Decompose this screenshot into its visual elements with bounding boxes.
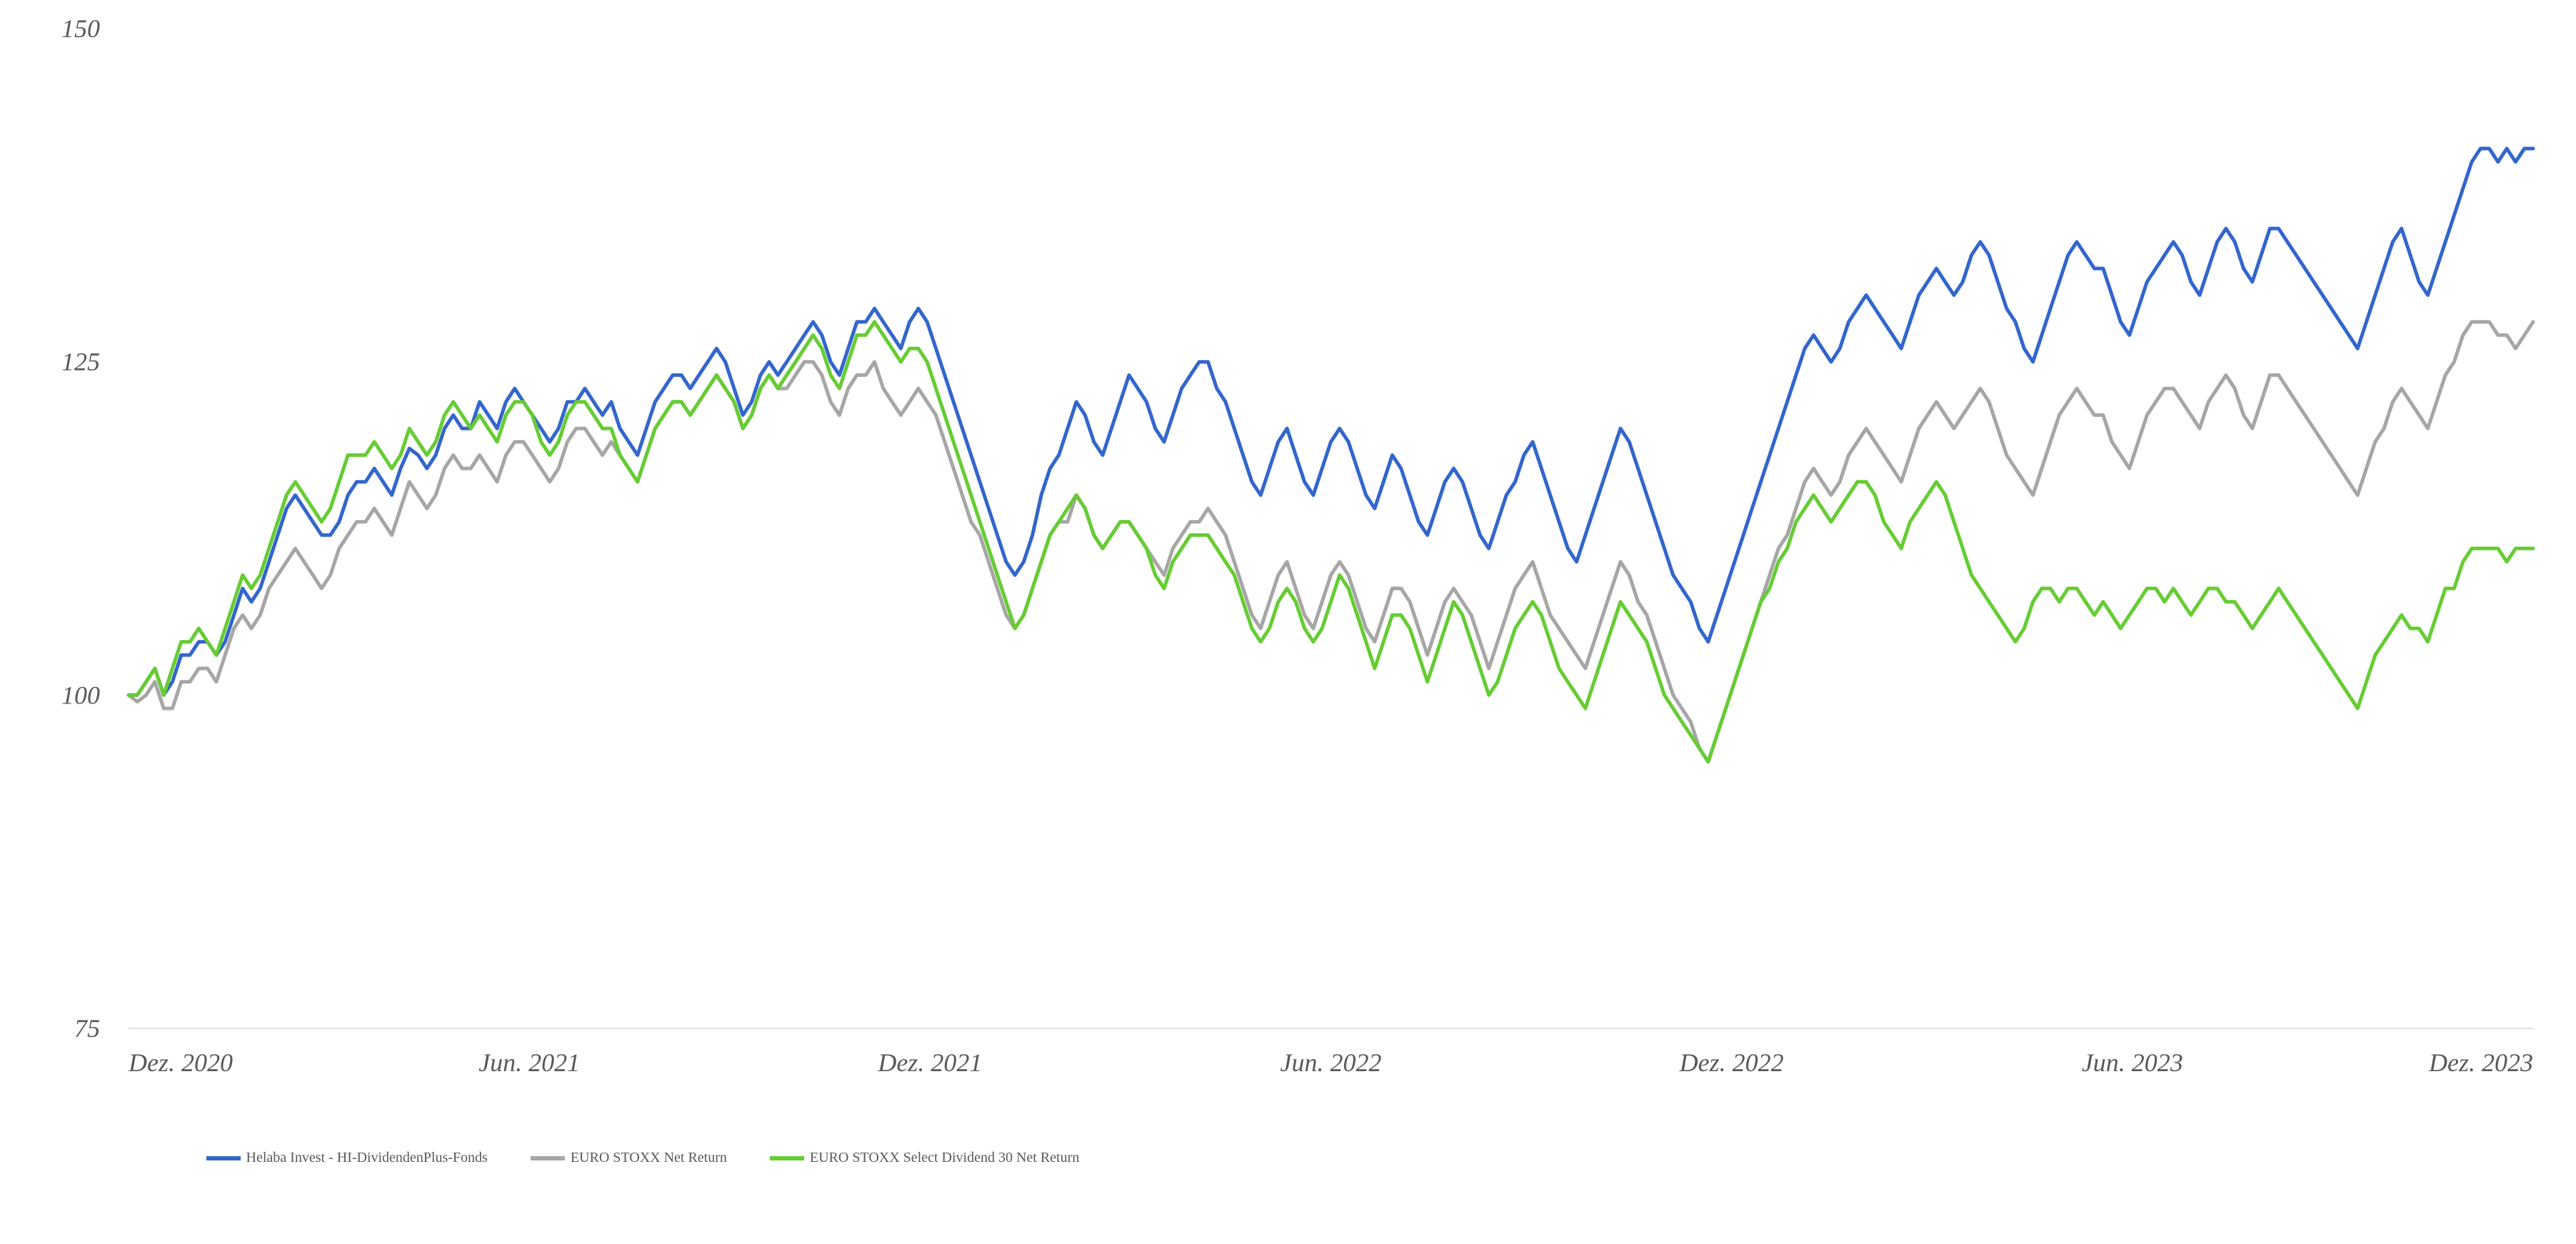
svg-text:75: 75 <box>74 1014 100 1043</box>
svg-text:Dez. 2023: Dez. 2023 <box>2428 1048 2533 1077</box>
chart-legend: Helaba Invest - HI-DividendenPlus-Fonds E… <box>0 1150 2576 1166</box>
svg-text:Dez. 2020: Dez. 2020 <box>128 1048 233 1077</box>
legend-swatch <box>531 1156 565 1160</box>
svg-text:Dez. 2021: Dez. 2021 <box>877 1048 982 1077</box>
svg-text:Jun. 2022: Jun. 2022 <box>1281 1048 1382 1077</box>
legend-item-select30: EURO STOXX Select Dividend 30 Net Return <box>770 1150 1079 1166</box>
legend-label: EURO STOXX Net Return <box>571 1150 727 1166</box>
legend-swatch <box>206 1156 241 1160</box>
legend-swatch <box>770 1156 804 1160</box>
legend-item-eurostoxx: EURO STOXX Net Return <box>531 1150 727 1166</box>
svg-text:Dez. 2022: Dez. 2022 <box>1679 1048 1784 1077</box>
svg-text:150: 150 <box>61 14 100 43</box>
performance-chart: 75 100 125 150 Dez. 2020 Jun. 2021 Dez. 2021 Ju… <box>0 0 2576 1166</box>
svg-text:Jun. 2021: Jun. 2021 <box>478 1048 580 1077</box>
legend-item-helaba: Helaba Invest - HI-DividendenPlus-Fonds <box>206 1150 488 1166</box>
legend-label: Helaba Invest - HI-DividendenPlus-Fonds <box>246 1150 488 1166</box>
chart-canvas: 75 100 125 150 Dez. 2020 Jun. 2021 Dez. 2021 Ju… <box>0 0 2576 1143</box>
svg-text:100: 100 <box>61 681 100 709</box>
svg-text:Jun. 2023: Jun. 2023 <box>2082 1048 2183 1077</box>
legend-label: EURO STOXX Select Dividend 30 Net Return <box>810 1150 1079 1166</box>
svg-text:125: 125 <box>61 348 100 376</box>
